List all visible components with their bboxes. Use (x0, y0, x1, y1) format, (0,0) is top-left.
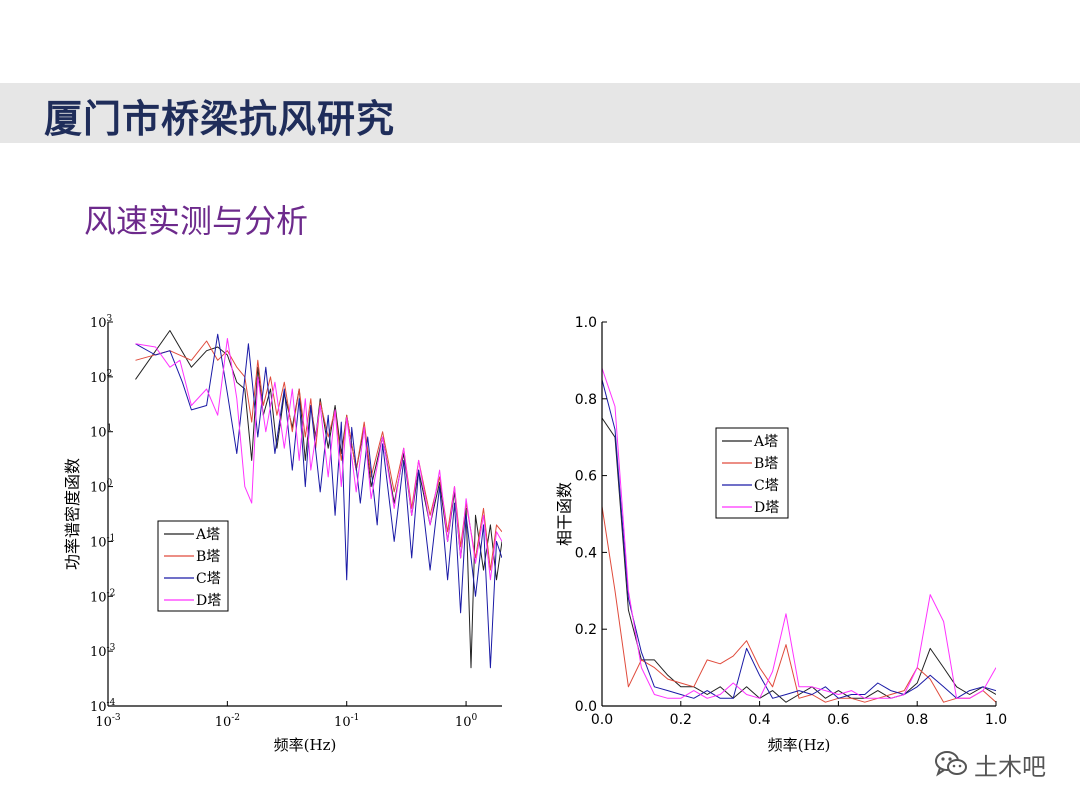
legend-label-3: C塔 (196, 571, 221, 587)
legend-label-3: C塔 (754, 478, 779, 494)
x-tick-label: 0.2 (670, 712, 692, 728)
wechat-icon (935, 751, 967, 777)
y-tick-label: 1.0 (575, 315, 597, 331)
y-tick-label: 10-1 (90, 533, 115, 550)
y-tick-label: 10-3 (90, 643, 116, 660)
legend-box (157, 520, 229, 612)
y-tick-label: 0.8 (575, 392, 597, 408)
y-tick-label: 10-2 (90, 588, 115, 605)
x-axis-label: 频率(Hz) (274, 736, 337, 754)
y-axis-label: 相干函数 (555, 482, 574, 546)
plot-area (135, 330, 502, 669)
series-line-1 (135, 330, 502, 669)
watermark-text: 土木吧 (974, 752, 1046, 781)
x-tick-label: 0.8 (906, 712, 928, 728)
x-tick-label: 1.0 (985, 712, 1007, 728)
y-tick-label: 102 (90, 369, 112, 386)
y-tick-label: 0.6 (575, 469, 597, 485)
x-tick-label: 100 (455, 713, 478, 730)
x-tick-label: 0.4 (748, 712, 770, 728)
x-axis-label: 频率(Hz) (768, 736, 831, 754)
legend-label-2: B塔 (196, 549, 220, 565)
legend-label-2: B塔 (754, 456, 778, 472)
x-tick-label: 0.6 (827, 712, 849, 728)
chart-2: 0.0 0.2 0.4 0.6 0.8 1.0 0.0 0.2 0.4 0.6 0.8 1.0 频率(H… (555, 315, 1007, 754)
chart-1: 10-3 10-2 10-1 10010310210110010-110-210-31… (63, 314, 502, 754)
legend: A塔 B塔 C塔 D塔 (715, 427, 789, 519)
title-bar (0, 83, 1080, 143)
plot-area (602, 367, 996, 703)
x-tick-label: 10-1 (334, 713, 359, 730)
y-tick-label: 10-4 (90, 698, 116, 715)
legend-label-1: A塔 (195, 527, 220, 543)
series-line-2 (602, 506, 996, 703)
y-axis-label: 功率谱密度函数 (63, 458, 82, 570)
series-line-4 (602, 367, 996, 699)
y-tick-label: 101 (90, 424, 112, 441)
legend-label-1: A塔 (753, 434, 778, 450)
x-tick-label: 10-2 (215, 713, 240, 730)
series-line-4 (135, 338, 502, 581)
series-line-3 (135, 333, 502, 669)
x-tick-label: 10-3 (95, 713, 121, 730)
legend-label-4: D塔 (754, 500, 779, 516)
y-tick-label: 0.2 (575, 622, 597, 638)
legend-label-4: D塔 (196, 593, 221, 609)
watermark: 土木吧 (934, 748, 1046, 781)
slide-title: 厦门市桥梁抗风研究 (44, 96, 396, 141)
series-line-3 (602, 379, 996, 699)
y-tick-label: 103 (90, 314, 113, 331)
y-tick-label: 0.4 (575, 545, 597, 561)
legend: A塔 B塔 C塔 D塔 (157, 520, 229, 612)
x-tick-label: 0.0 (591, 712, 613, 728)
slide-subtitle: 风速实测与分析 (84, 202, 309, 240)
legend-box (715, 427, 789, 519)
series-line-1 (602, 417, 996, 703)
y-tick-label: 100 (90, 479, 113, 496)
y-tick-label: 0.0 (575, 699, 597, 715)
